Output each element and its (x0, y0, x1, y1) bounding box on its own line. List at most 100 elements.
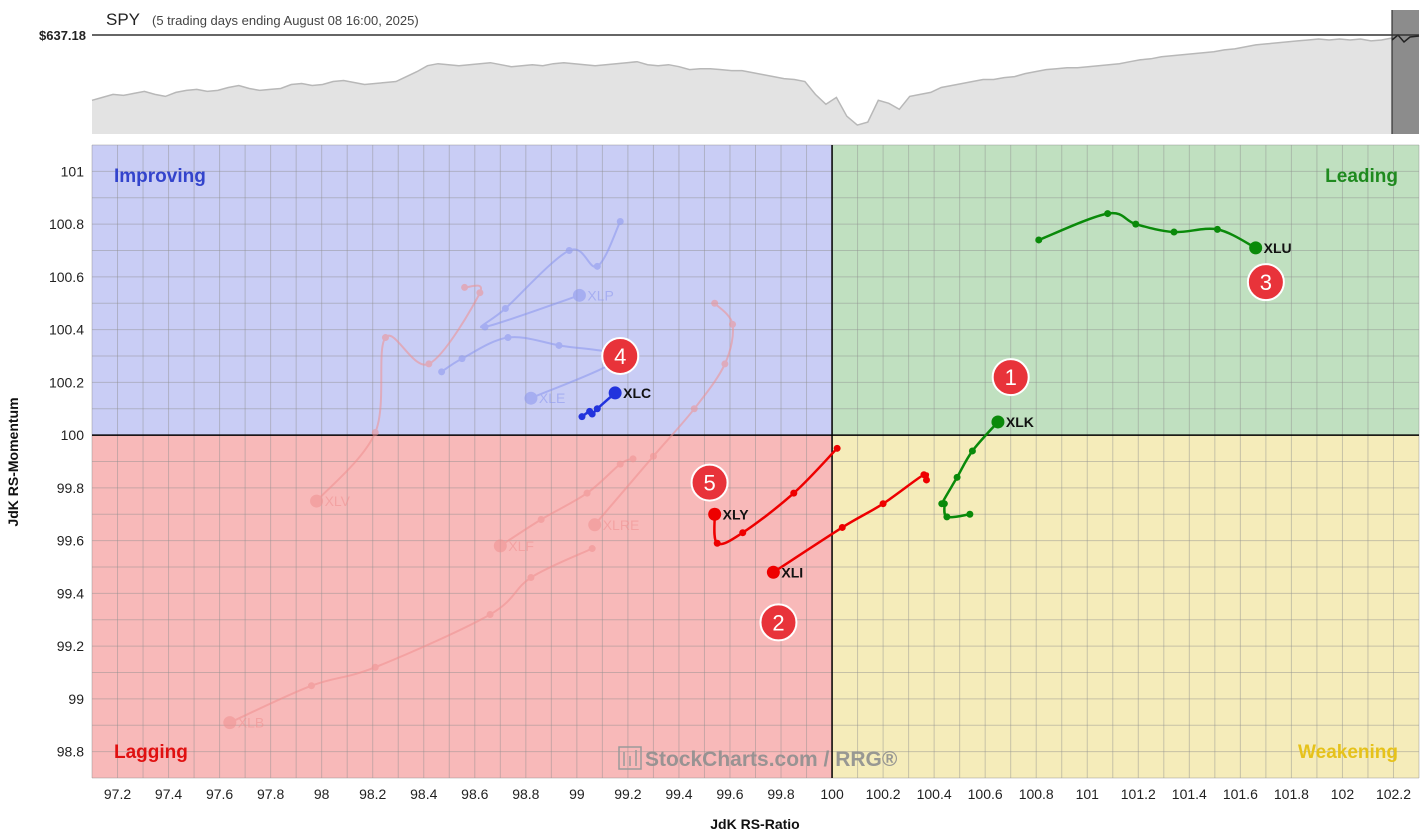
y-tick-label: 98.8 (57, 744, 84, 760)
header-subtitle: (5 trading days ending August 08 16:00, … (152, 13, 419, 28)
series-xlu: XLU (1035, 210, 1292, 256)
tail-point (922, 476, 930, 484)
x-tick-label: 102 (1331, 786, 1355, 802)
y-tick-label: 99.8 (57, 480, 84, 496)
head-point-xli (766, 565, 780, 579)
tail-point (616, 460, 624, 468)
series-label: XLE (539, 390, 565, 406)
watermark-text: StockCharts.com / RRG® (645, 748, 898, 771)
x-tick-label: 97.6 (206, 786, 233, 802)
tail-point (501, 305, 509, 313)
tail-point (486, 610, 494, 618)
quadrant-label-lagging: Lagging (114, 742, 188, 763)
callout-number: 5 (703, 471, 715, 496)
tail-point (721, 360, 729, 368)
tail-point (879, 500, 887, 508)
tail-point (537, 516, 545, 524)
series-label: XLF (508, 538, 534, 554)
tail-point (616, 217, 624, 225)
spy-line (91, 37, 1393, 126)
x-tick-label: 101 (1076, 786, 1100, 802)
tail-point (593, 262, 601, 270)
x-tick-label: 98 (314, 786, 330, 802)
x-tick-label: 98.8 (512, 786, 539, 802)
tail-point (481, 323, 489, 331)
head-point-xlk (991, 415, 1005, 429)
tail-point (381, 334, 389, 342)
axis-ticks: 97.2 97.4 97.6 97.8 98 98.2 98.4 98.6 98.8 99 99.2… (49, 163, 1411, 802)
callout-badge (1246, 263, 1285, 302)
center-lines (92, 145, 1419, 778)
series-xlk: XLK (938, 414, 1034, 521)
series-label: XLK (1006, 414, 1034, 430)
head-point-xle (524, 391, 538, 405)
series-xly: XLY (708, 444, 841, 547)
y-tick-label: 99.2 (57, 638, 84, 654)
tail-point (790, 489, 798, 497)
tail-point (943, 513, 951, 521)
stockcharts-logo-icon (618, 746, 642, 770)
x-tick-label: 101.6 (1223, 786, 1258, 802)
x-tick-label: 97.2 (104, 786, 131, 802)
tail-point (833, 444, 841, 452)
tail-point (565, 247, 573, 254)
tail-point (593, 405, 601, 413)
x-tick-label: 99.2 (614, 786, 641, 802)
tail-point (690, 405, 698, 413)
quadrant-label-leading: Leading (1325, 166, 1398, 187)
tail-point (966, 510, 974, 518)
quadrant-label-improving: Improving (114, 166, 206, 187)
head-point-xlu (1249, 241, 1263, 255)
series-label: XLV (325, 493, 351, 509)
tail-point (476, 289, 484, 297)
tail-point (461, 283, 469, 291)
x-tick-label: 101.4 (1172, 786, 1207, 802)
head-point-xlc (608, 386, 622, 400)
tail-point (1132, 220, 1140, 228)
spy-price-panel (91, 10, 1420, 134)
y-tick-label: 99.6 (57, 533, 84, 549)
quadrant-weakening (832, 435, 1419, 778)
series-label: XLI (781, 564, 803, 580)
head-point-xlp (572, 288, 586, 302)
x-tick-label: 97.8 (257, 786, 284, 802)
tail-point (968, 447, 976, 455)
price-label: $637.18 (39, 28, 86, 43)
series-xlv: XLV (310, 283, 484, 509)
tail-point (307, 682, 315, 690)
series-label: XLU (1264, 240, 1292, 256)
tail-point (425, 360, 433, 368)
tail-point (739, 529, 747, 537)
x-tick-label: 99.8 (767, 786, 794, 802)
callout-badge (601, 337, 640, 375)
tail-point (583, 489, 591, 497)
tail-point (938, 500, 946, 508)
series-xlb: XLB (223, 545, 596, 731)
tail-point (649, 452, 657, 460)
series-layer: XLP XLE XLV XLRE XLF XLB XLK XLU XLC XLY XLI 1 2 3 4 5 (223, 210, 1292, 731)
tail-point (588, 545, 596, 553)
y-tick-label: 99 (68, 691, 84, 707)
callout-number: 1 (1005, 365, 1017, 390)
x-tick-label: 99.4 (665, 786, 692, 802)
tail-point (711, 299, 719, 307)
spy-area (92, 38, 1392, 134)
tail-point (578, 413, 586, 421)
spy-recent-line (1391, 33, 1420, 44)
tail-point (1104, 210, 1112, 218)
series-xli: XLI (766, 471, 930, 580)
header-symbol: SPY (106, 10, 140, 29)
tail-point (838, 523, 846, 531)
x-tick-label: 101.2 (1121, 786, 1156, 802)
callout-badge (759, 603, 798, 642)
tail-point (920, 471, 928, 479)
x-axis-label: JdK RS-Ratio (710, 816, 799, 832)
callout-badge (690, 463, 729, 502)
x-tick-label: 98.6 (461, 786, 488, 802)
quadrant-label-weakening: Weakening (1298, 742, 1398, 763)
series-label: XLP (587, 287, 613, 303)
tail-point (629, 455, 637, 463)
x-tick-label: 99 (569, 786, 585, 802)
series-label: XLB (238, 715, 264, 731)
x-tick-label: 99.6 (716, 786, 743, 802)
